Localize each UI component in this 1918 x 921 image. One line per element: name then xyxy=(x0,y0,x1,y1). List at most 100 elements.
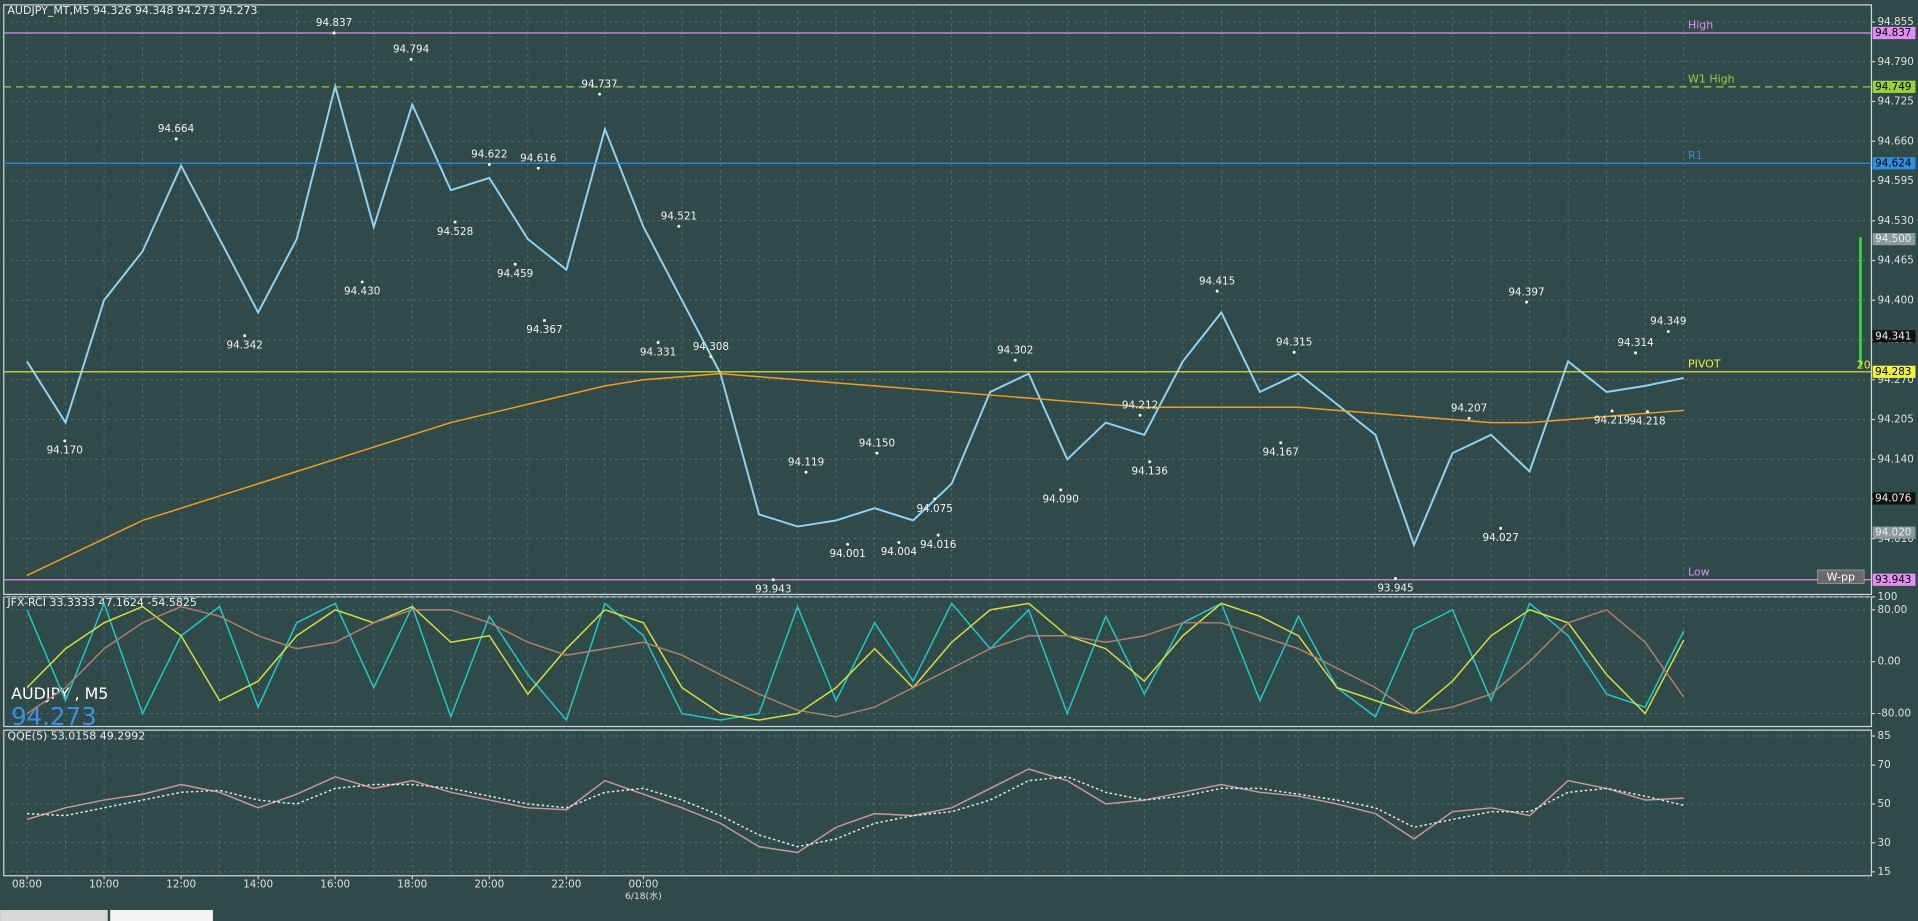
y-tick-label: 30 xyxy=(1878,837,1891,849)
swing-label: 94.207 xyxy=(1451,403,1487,415)
series-line xyxy=(26,601,1685,722)
level-label: Low xyxy=(1688,565,1710,578)
swing-label: 94.415 xyxy=(1199,275,1235,287)
x-tick-label: 20:00 xyxy=(474,878,504,890)
swing-label: 93.943 xyxy=(755,584,791,596)
swing-point xyxy=(63,439,67,443)
swing-point xyxy=(933,497,937,501)
swing-point xyxy=(1215,289,1219,293)
level-label: PIVOT xyxy=(1688,357,1721,370)
pane-title: JFX-RCI 33.3333 47.1624 -54.5825 xyxy=(6,596,196,609)
swing-point xyxy=(1634,351,1637,355)
swing-label: 94.430 xyxy=(344,286,380,298)
x-tick-label: 14:00 xyxy=(243,878,273,890)
qqe-pane xyxy=(3,729,1873,877)
level-tag xyxy=(1872,26,1916,40)
swing-point xyxy=(360,280,364,284)
price-tag xyxy=(1872,492,1916,505)
swing-label: 93.945 xyxy=(1377,582,1413,594)
level-tag-label: 94.624 xyxy=(1875,157,1912,169)
swing-point xyxy=(1148,460,1152,464)
swing-point xyxy=(656,341,660,344)
y-tick-label: 100 xyxy=(1878,591,1898,603)
series-line xyxy=(26,768,1684,854)
x-tick-label: 00:00 xyxy=(628,878,658,890)
level-label: R1 xyxy=(1688,149,1703,162)
y-tick-label: 94.140 xyxy=(1878,453,1914,465)
swing-label: 94.136 xyxy=(1132,466,1168,478)
swing-point xyxy=(804,470,808,474)
swing-label: 94.737 xyxy=(581,78,617,90)
price-tag xyxy=(1872,233,1916,246)
level-tag xyxy=(1872,157,1916,170)
swing-point xyxy=(771,578,775,582)
swing-point xyxy=(542,318,546,322)
swing-label: 94.167 xyxy=(1263,447,1299,459)
swing-label: 94.302 xyxy=(997,344,1033,356)
series-line xyxy=(26,776,1684,848)
watermark-price: 94.273 xyxy=(11,702,97,731)
x-tick-label: 18:00 xyxy=(397,878,427,890)
swing-label: 94.075 xyxy=(917,503,953,515)
swing-label: 94.119 xyxy=(788,456,824,468)
y-tick-label: 94.465 xyxy=(1878,255,1914,267)
x-tick-label: 08:00 xyxy=(12,878,42,890)
swing-label: 94.219 xyxy=(1594,415,1630,427)
price-tag-label: 94.076 xyxy=(1875,492,1911,504)
y-tick-label: 94.660 xyxy=(1878,135,1914,147)
swing-label: 94.331 xyxy=(640,346,676,358)
y-tick-label: -80.00 xyxy=(1878,708,1911,720)
series-line xyxy=(26,82,1684,548)
date-label: 6/18(水) xyxy=(625,890,662,902)
y-tick-label: 85 xyxy=(1878,730,1891,742)
swing-label: 94.314 xyxy=(1617,337,1654,349)
swing-point xyxy=(332,31,336,35)
y-tick-label: 94.400 xyxy=(1878,294,1914,306)
swing-point xyxy=(174,137,178,141)
level-tag xyxy=(1872,573,1916,586)
y-tick-label: 94.725 xyxy=(1878,96,1914,108)
swing-point xyxy=(453,220,457,224)
y-tick-label: 70 xyxy=(1878,759,1891,771)
swing-point xyxy=(598,92,601,96)
level-label: High xyxy=(1688,19,1713,32)
price-tag-label: 94.020 xyxy=(1875,527,1911,539)
y-tick-label: 94.595 xyxy=(1878,175,1914,187)
swing-point xyxy=(1646,410,1649,414)
swing-label: 94.150 xyxy=(859,437,895,449)
level-tag xyxy=(1872,365,1916,378)
swing-point xyxy=(243,334,247,338)
y-tick-label: 80.00 xyxy=(1878,604,1908,616)
swing-label: 94.001 xyxy=(829,548,865,560)
swing-point xyxy=(1138,413,1142,417)
level-tag-label: 93.943 xyxy=(1875,574,1911,586)
series-line xyxy=(26,602,1685,721)
tab[interactable] xyxy=(110,909,213,921)
y-tick-label: 94.790 xyxy=(1878,56,1914,68)
y-tick-label: 94.270 xyxy=(1878,374,1914,386)
watermark-symbol: AUDJPY , M5 xyxy=(11,684,108,703)
swing-label: 94.521 xyxy=(661,210,697,222)
swing-point xyxy=(513,262,517,266)
swing-label: 94.308 xyxy=(693,341,729,353)
pane-title: QQE(5) 53.0158 49.2992 xyxy=(7,729,145,742)
swing-label: 94.794 xyxy=(393,44,430,56)
level-tag xyxy=(1872,80,1916,93)
swing-label: 94.664 xyxy=(158,123,195,135)
swing-point xyxy=(709,355,713,359)
swing-point xyxy=(897,540,901,544)
swing-label: 94.090 xyxy=(1043,494,1079,506)
swing-label: 94.170 xyxy=(47,445,83,457)
swing-point xyxy=(1525,300,1528,304)
swing-label: 94.342 xyxy=(227,340,263,352)
swing-label: 94.027 xyxy=(1483,532,1519,544)
swing-point xyxy=(936,533,940,537)
price-tag xyxy=(1872,526,1916,539)
swing-point xyxy=(1279,441,1283,445)
swing-label: 94.528 xyxy=(437,226,473,238)
tab[interactable] xyxy=(0,909,108,921)
swing-label: 94.218 xyxy=(1629,415,1665,427)
x-tick-label: 12:00 xyxy=(166,878,196,890)
